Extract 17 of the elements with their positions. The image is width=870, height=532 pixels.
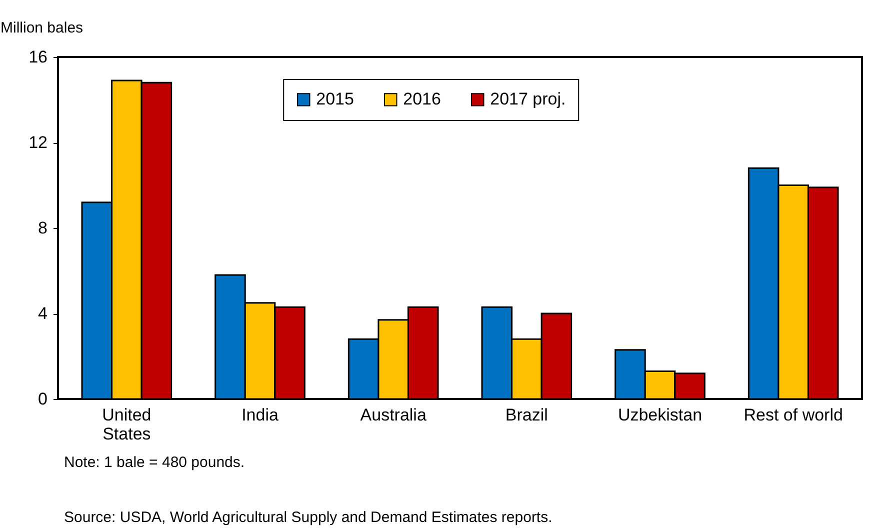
text: Note: 1 bale = 480 pounds. [64, 454, 245, 471]
legend-label: 2017 proj. [490, 90, 566, 109]
x-tick-label: India [242, 406, 279, 424]
x-tick-label: Brazil [505, 406, 548, 424]
y-tick-label: 8 [38, 218, 48, 238]
y-tick-label: 0 [38, 390, 48, 408]
legend-label: 2015 [316, 90, 354, 109]
y-tick-label: 16 [28, 48, 48, 66]
x-tick-label: Rest of world [744, 406, 843, 424]
x-tick-label: United States [102, 406, 152, 444]
x-tick-label: Australia [360, 406, 427, 424]
y-tick-label: 12 [28, 133, 48, 152]
x-tick-label: Uzbekistan [618, 406, 702, 424]
legend-label: 2016 [403, 90, 441, 109]
y-axis-title: Million bales [0, 20, 84, 36]
source-note: Source: USDA, World Agricultural Supply and Demand Estimates reports. [64, 509, 552, 526]
y-tick-label: 4 [38, 304, 48, 323]
